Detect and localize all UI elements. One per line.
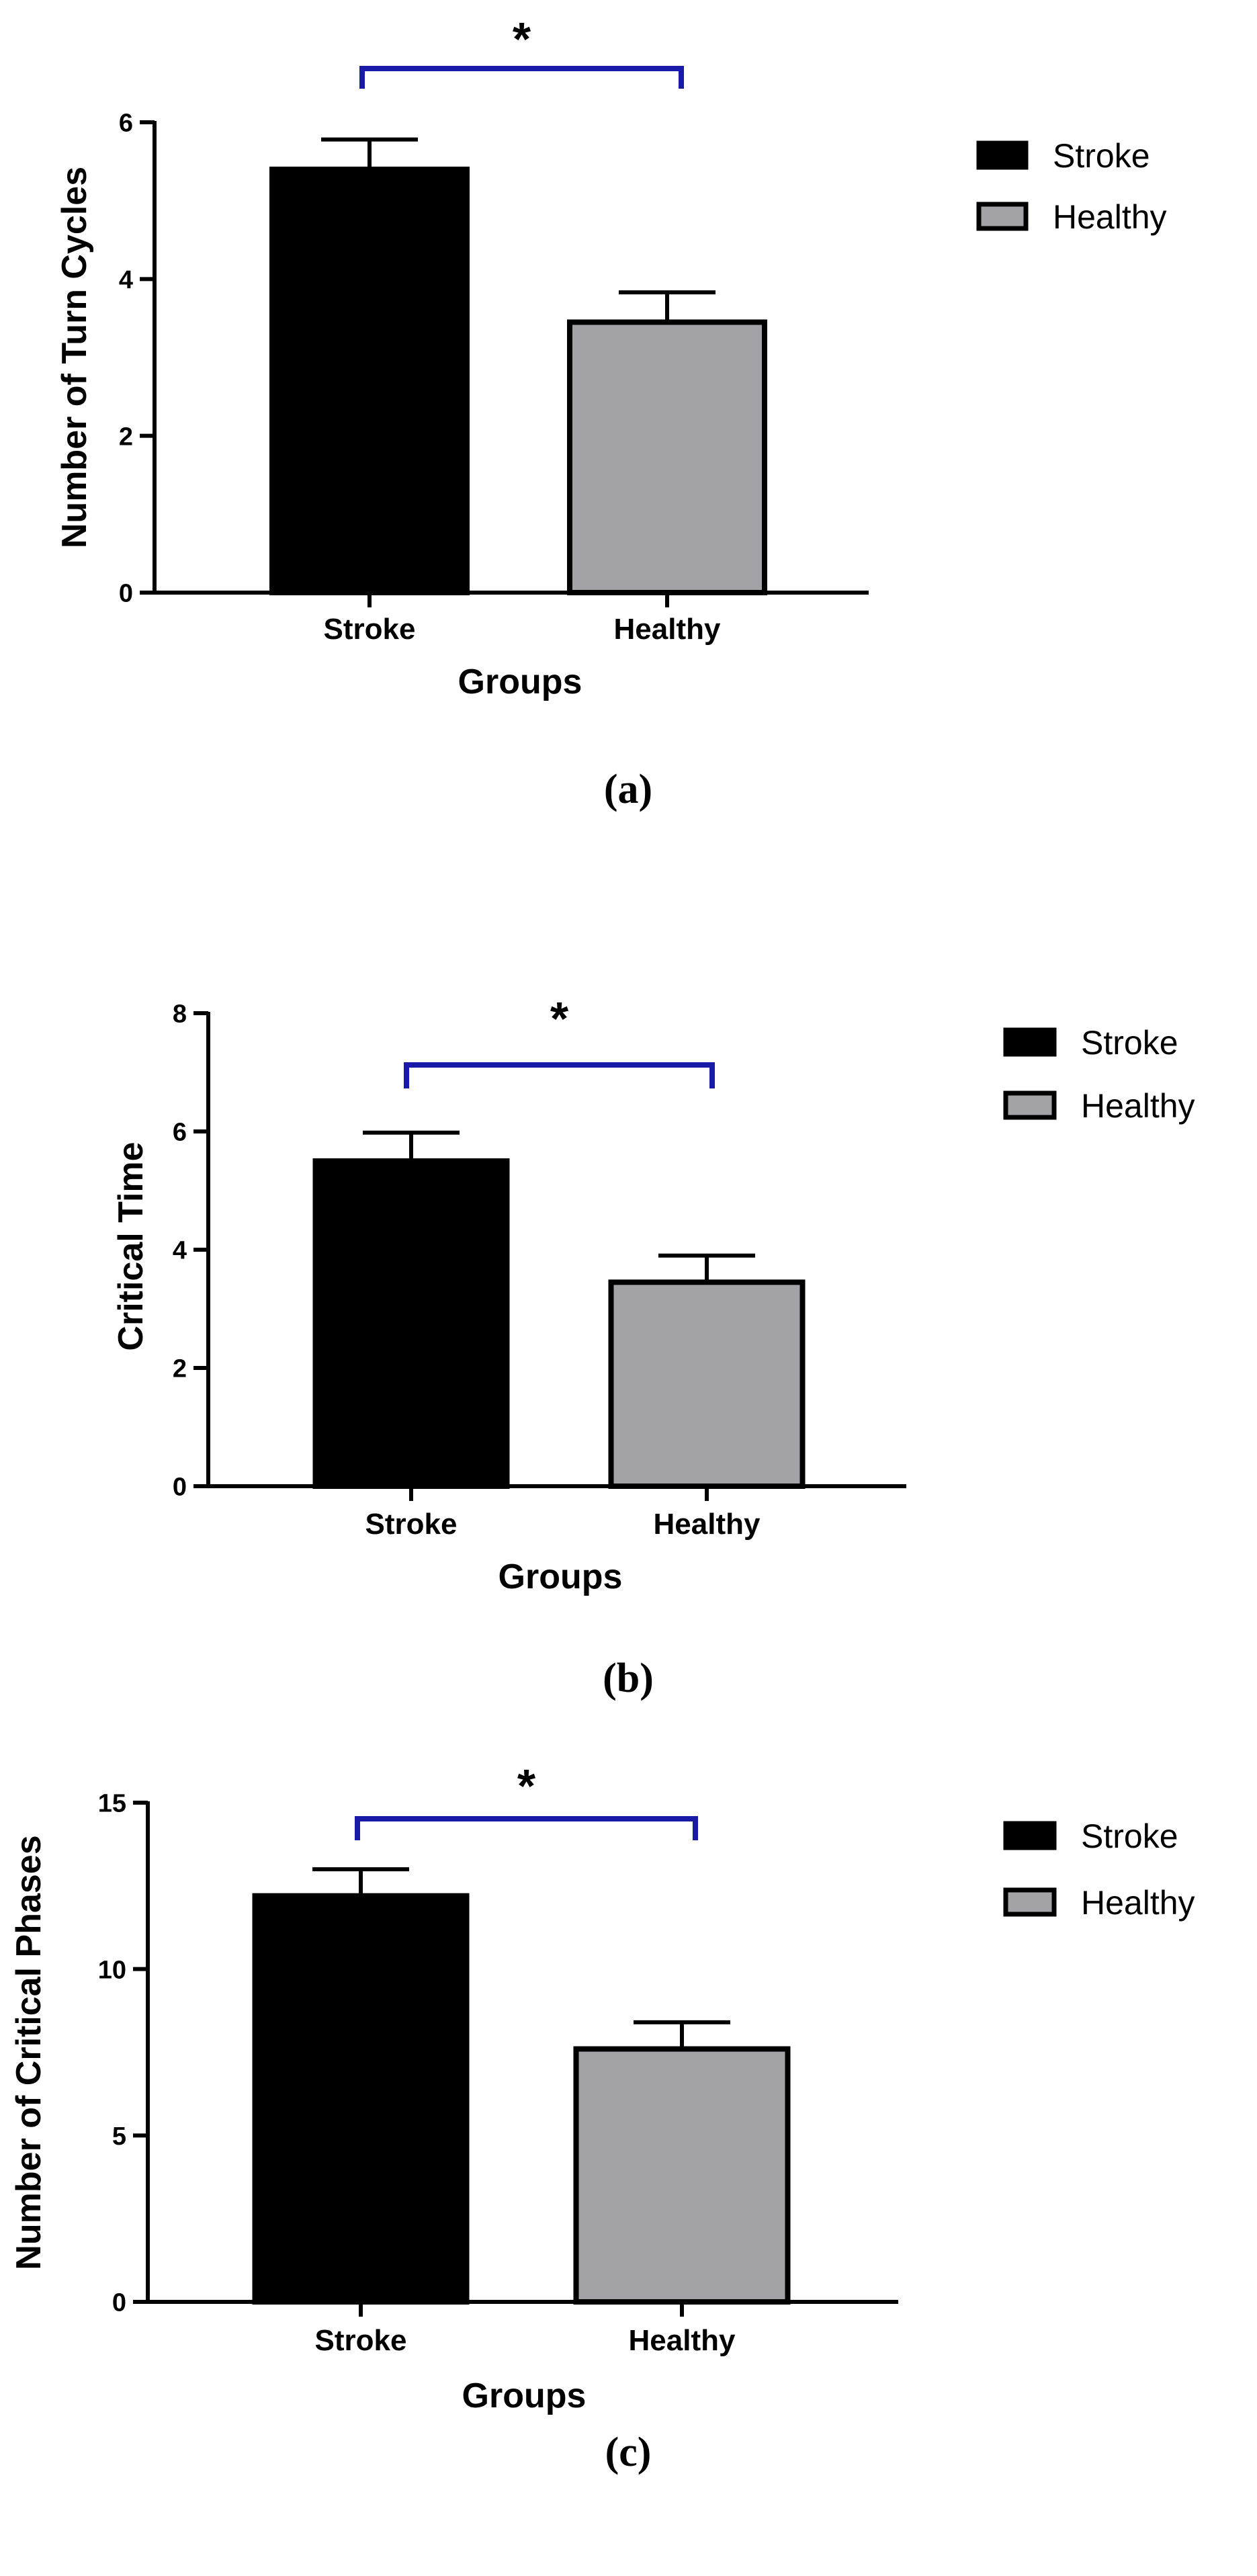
x-axis-title: Groups bbox=[462, 2376, 587, 2415]
legend-label-stroke: Stroke bbox=[1053, 137, 1150, 175]
legend-swatch-stroke bbox=[1003, 1821, 1057, 1850]
x-tick-label-stroke: Stroke bbox=[315, 2324, 407, 2357]
x-tick-label-stroke: Stroke bbox=[324, 613, 416, 646]
legend-swatch-stroke bbox=[1003, 1027, 1057, 1057]
bar-stroke bbox=[269, 167, 470, 595]
bar-stroke bbox=[252, 1893, 470, 2305]
significance-bracket bbox=[359, 66, 684, 89]
y-tick-label: 2 bbox=[173, 1355, 187, 1383]
chart-panel-3: 0 5 10 15 Stroke Healthy Groups Number of Criti… bbox=[9, 1760, 1195, 2475]
significance-star: * bbox=[550, 992, 569, 1045]
significance-bracket bbox=[355, 1816, 698, 1840]
legend-label-stroke: Stroke bbox=[1081, 1024, 1178, 1062]
legend-swatch-healthy bbox=[1003, 1090, 1057, 1120]
y-axis-title: Critical Time bbox=[112, 1142, 150, 1350]
bar-healthy bbox=[567, 319, 767, 595]
bar-healthy bbox=[608, 1279, 806, 1490]
x-axis-title: Groups bbox=[458, 662, 582, 701]
chart-panel-1: 0 2 4 6 Stroke Healthy Groups Number of Turn Cy… bbox=[55, 13, 1167, 812]
legend-label-healthy: Healthy bbox=[1081, 1087, 1195, 1125]
y-tick-label: 4 bbox=[119, 266, 133, 294]
significance-star: * bbox=[517, 1760, 536, 1812]
legend-swatch-healthy bbox=[976, 202, 1029, 231]
significance-star: * bbox=[513, 13, 531, 65]
panel-label: (b) bbox=[603, 1656, 654, 1701]
legend-label-healthy: Healthy bbox=[1081, 1884, 1195, 1922]
y-tick-label: 10 bbox=[98, 1956, 126, 1984]
panel-label: (a) bbox=[604, 767, 652, 812]
panel-label: (c) bbox=[605, 2430, 652, 2475]
y-tick-label: 6 bbox=[173, 1119, 187, 1147]
x-tick-label-healthy: Healthy bbox=[614, 613, 721, 646]
x-axis-title: Groups bbox=[499, 1557, 623, 1596]
y-tick-label: 0 bbox=[119, 580, 133, 608]
legend-swatch-stroke bbox=[976, 140, 1029, 170]
significance-bracket bbox=[404, 1062, 715, 1088]
y-axis-title: Number of Critical Phases bbox=[9, 1835, 48, 2270]
bar-stroke bbox=[312, 1158, 510, 1489]
legend-label-stroke: Stroke bbox=[1081, 1817, 1178, 1855]
x-tick-label-stroke: Stroke bbox=[365, 1508, 458, 1541]
legend-label-healthy: Healthy bbox=[1053, 198, 1167, 236]
y-tick-label: 0 bbox=[173, 1473, 187, 1502]
x-tick-label-healthy: Healthy bbox=[629, 2324, 736, 2357]
bar-healthy bbox=[573, 2046, 791, 2305]
y-tick-label: 6 bbox=[119, 110, 133, 138]
y-axis-title: Number of Turn Cycles bbox=[55, 167, 94, 548]
y-tick-label: 5 bbox=[112, 2122, 126, 2151]
chart-panel-2: 0 2 4 6 8 Stroke Healthy Groups Critical Time * St… bbox=[112, 992, 1195, 1701]
x-tick-label-healthy: Healthy bbox=[654, 1508, 761, 1541]
y-tick-label: 4 bbox=[173, 1237, 187, 1265]
y-tick-label: 15 bbox=[98, 1790, 126, 1818]
y-tick-label: 8 bbox=[173, 1000, 187, 1029]
y-tick-label: 2 bbox=[119, 423, 133, 451]
legend-swatch-healthy bbox=[1003, 1887, 1057, 1917]
y-tick-label: 0 bbox=[112, 2289, 126, 2317]
